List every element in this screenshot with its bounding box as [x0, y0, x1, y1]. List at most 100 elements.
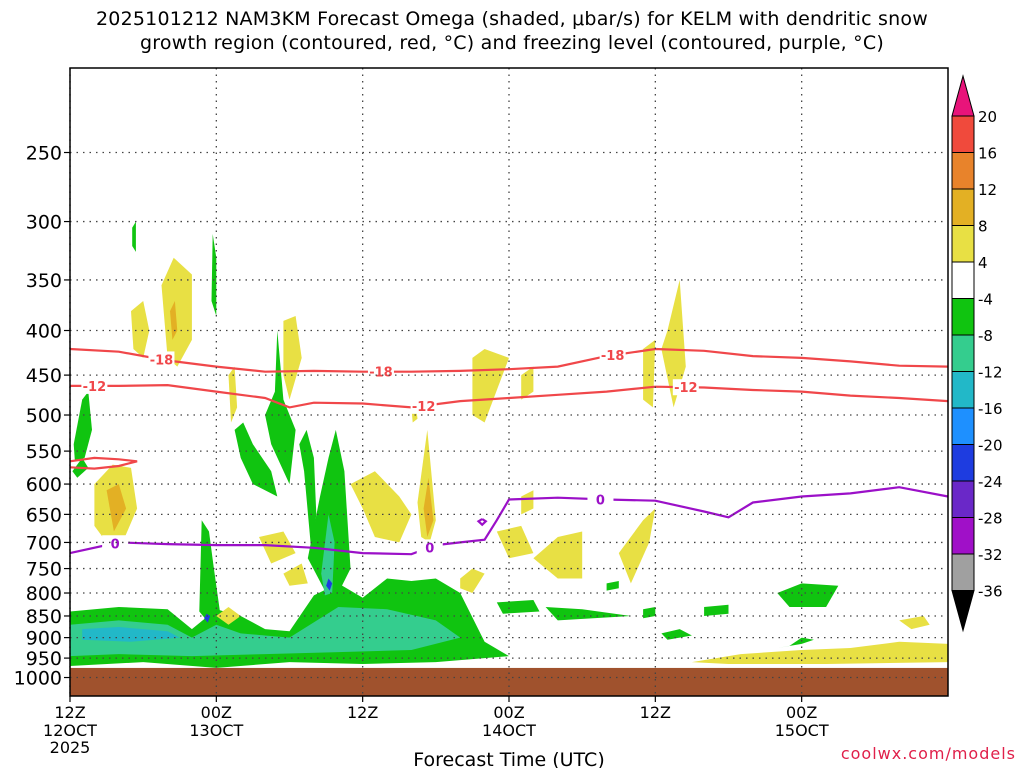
contour-label: 0: [111, 537, 120, 552]
colorbar-label: -8: [978, 327, 993, 345]
omega-negative-region: [704, 604, 729, 616]
omega-positive-region: [283, 563, 308, 586]
y-tick-label: 350: [26, 270, 62, 292]
colorbar-swatch: [951, 115, 975, 153]
colorbar-label: 12: [978, 181, 997, 199]
omega-negative-region: [777, 583, 839, 607]
omega-negative-region: [661, 629, 692, 640]
x-axis-label: Forecast Time (UTC): [413, 749, 604, 768]
omega-negative-region: [234, 422, 278, 497]
x-tick-label: 00Z: [493, 703, 524, 722]
omega-negative-region: [777, 637, 814, 648]
colorbar-label: -24: [978, 473, 1003, 491]
omega-positive-region: [661, 279, 686, 408]
x-tick-date: 14OCT: [482, 721, 536, 740]
contour-line: [69, 456, 138, 470]
omega-positive-region: [350, 471, 412, 543]
contour-label: 0: [596, 493, 605, 508]
credit-text: coolwx.com/models: [840, 744, 1016, 763]
contour-label-bg: [672, 379, 699, 396]
contour-label-bg: [81, 377, 108, 394]
colorbar-label: 4: [978, 254, 988, 272]
omega-positive-region: [460, 568, 485, 593]
ground-layer: [70, 667, 948, 696]
contour-label: -18: [150, 353, 174, 368]
omega-positive-region: [259, 531, 296, 564]
y-tick-label: 550: [26, 441, 62, 463]
y-tick-label: 650: [26, 504, 62, 526]
y-tick-label: 1000: [14, 668, 62, 690]
contour-label: -12: [412, 400, 436, 415]
contour-label: -18: [601, 349, 625, 364]
x-tick-label: 12Z: [347, 703, 378, 722]
colorbar-label: 8: [978, 218, 988, 236]
x-tick-date: 13OCT: [189, 721, 243, 740]
y-tick-label: 250: [26, 143, 62, 165]
colorbar-label: -32: [978, 546, 1003, 564]
omega-negative-region: [299, 429, 317, 554]
colorbar: 20 16 12 8 4 -4 -8 -12 -16 -20 -24 -28 -32 -36: [951, 74, 1003, 633]
colorbar-swatch: [951, 261, 975, 299]
omega-positive-region: [521, 366, 534, 400]
omega-positive-region: [691, 641, 948, 664]
omega-negative-region: [606, 581, 619, 591]
x-tick-date: 12OCT: [43, 721, 97, 740]
y-tick-label: 850: [26, 606, 62, 628]
contour-label: 0: [425, 541, 434, 556]
contour-line: [69, 347, 949, 373]
ground-surface: [70, 667, 948, 696]
omega-negative-region: [199, 520, 222, 625]
omega-positive-region: [533, 531, 583, 579]
colorbar-swatch: [951, 444, 975, 482]
y-tick-label: 750: [26, 559, 62, 581]
y-tick-label: 500: [26, 405, 62, 427]
omega-negative-region: [326, 578, 333, 591]
chart-title-line2: growth region (contoured, red, °C) and f…: [140, 32, 884, 54]
contour-line: [69, 486, 949, 556]
omega-shading-layer: [70, 221, 948, 668]
colorbar-swatch: [951, 407, 975, 445]
colorbar-label: -4: [978, 291, 993, 309]
colorbar-swatch: [951, 298, 975, 336]
omega-positive-region: [423, 477, 434, 537]
omega-negative-region: [132, 221, 136, 252]
omega-positive-region: [216, 607, 241, 625]
temperature-contour-layer: -18 -18 -18 -12 -12 -12 0 0 0: [69, 347, 949, 556]
y-tick-label: 400: [26, 321, 62, 343]
contour-label-bg: [416, 539, 443, 556]
contour-label: -12: [83, 380, 107, 395]
omega-negative-region: [307, 429, 351, 593]
contour-label-bg: [367, 363, 394, 380]
x-tick-label: 00Z: [786, 703, 817, 722]
colorbar-swatch: [951, 225, 975, 263]
omega-negative-region: [70, 607, 461, 657]
omega-positive-region: [618, 508, 656, 584]
omega-negative-region: [643, 607, 656, 619]
colorbar-label: -16: [978, 400, 1003, 418]
contour-label-bg: [599, 347, 626, 364]
contour-label-bg: [102, 535, 129, 552]
colorbar-label: -12: [978, 364, 1003, 382]
omega-positive-region: [283, 316, 302, 400]
omega-negative-region: [545, 607, 631, 621]
x-tick-label: 12Z: [54, 703, 85, 722]
colorbar-swatch: [951, 480, 975, 518]
y-tick-label: 600: [26, 474, 62, 496]
x-tick-label: 00Z: [201, 703, 232, 722]
omega-negative-region: [496, 600, 540, 614]
contour-label: -12: [674, 381, 698, 396]
colorbar-swatch: [951, 334, 975, 372]
colorbar-swatch: [951, 517, 975, 555]
colorbar-label: 16: [978, 145, 997, 163]
colorbar-label: -20: [978, 437, 1003, 455]
x-tick-date: 15OCT: [775, 721, 829, 740]
colorbar-swatch: [951, 553, 975, 591]
omega-positive-region: [643, 339, 656, 408]
y-tick-label: 450: [26, 365, 62, 387]
contour-label-bg: [410, 397, 437, 414]
y-tick-label: 300: [26, 212, 62, 234]
contour-label-bg: [148, 351, 175, 368]
colorbar-swatch: [951, 188, 975, 226]
